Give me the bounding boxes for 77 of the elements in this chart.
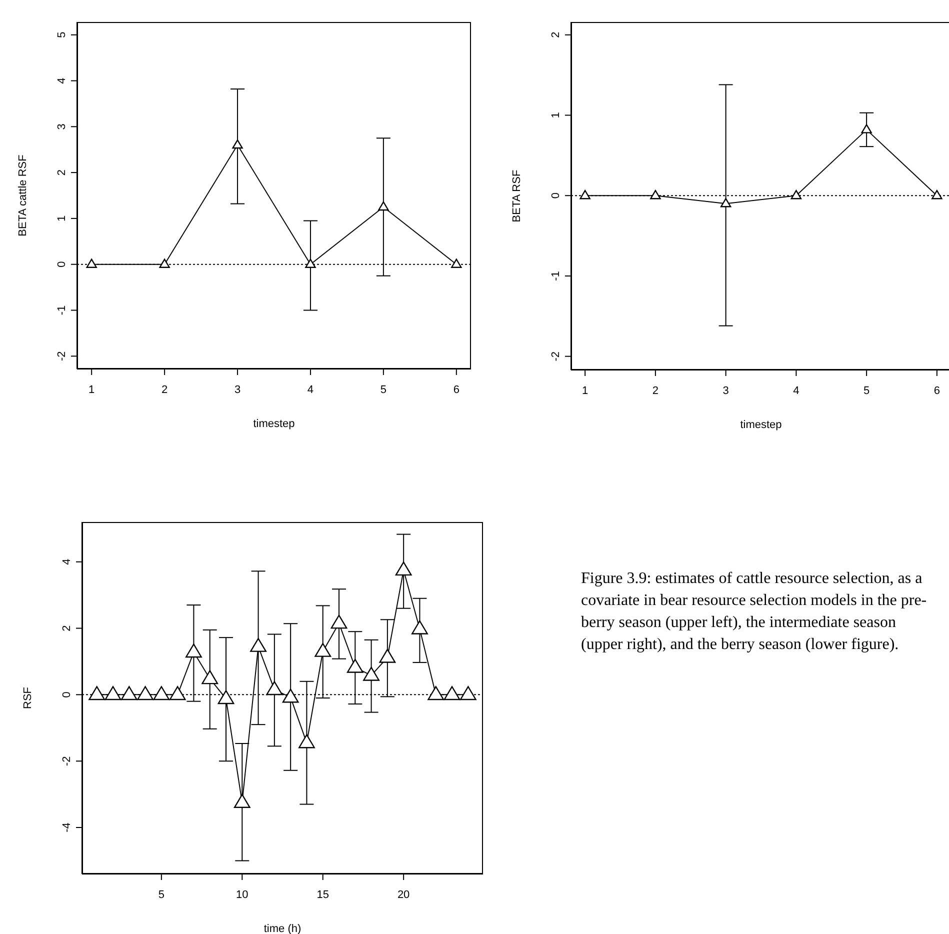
x-tick-label: 1 [88,384,95,396]
point [790,190,802,200]
caption: Figure 3.9: estimates of cattle resource selection, as a covariate in bear resource selection models in the pre-berry season (upper left), the intermediate season (upper right), and the berry season (lower figure). [581,569,928,655]
x-axis-title: timestep [253,418,295,430]
point [159,258,170,268]
y-tick-label: -4 [61,822,73,832]
point [460,686,476,700]
point [137,686,154,700]
x-tick-label: 3 [722,384,729,397]
point [395,562,412,576]
y-tick-label: -1 [550,271,562,281]
y-tick-label: 5 [56,32,68,38]
y-tick-label: 0 [56,261,68,268]
point [932,190,942,200]
y-axis-title: BETA RSF [510,170,523,222]
point [218,690,234,704]
y-tick-label: -1 [56,305,68,316]
point [330,614,348,629]
y-tick-label: 3 [56,124,68,130]
point [153,686,170,700]
point [202,670,218,684]
x-tick-label: 3 [234,384,241,396]
y-tick-label: 4 [56,78,68,84]
y-axis-title: RSF [22,686,34,709]
x-axis-title: timestep [740,419,782,431]
point [363,666,380,681]
y-tick-label: -2 [56,351,68,362]
point [305,258,316,268]
y-tick-label: 2 [56,169,68,176]
point [298,734,315,748]
point [120,686,138,700]
y-tick-label: 4 [61,558,73,565]
y-tick-label: -2 [61,756,73,766]
point [451,258,462,268]
x-tick-label: 5 [158,888,164,901]
point [234,794,250,808]
point [861,124,872,134]
x-tick-label: 15 [316,888,329,901]
point [86,258,97,268]
x-tick-label: 5 [380,384,387,396]
point [282,688,299,703]
point [346,658,364,673]
point [232,139,243,149]
x-tick-label: 6 [453,384,460,396]
point [650,190,661,200]
y-tick-label: 1 [56,215,68,222]
point [580,190,590,200]
x-tick-label: 2 [161,384,168,396]
point [378,201,389,211]
point [428,686,444,700]
point [412,620,428,634]
x-tick-label: 6 [934,384,940,397]
point [379,648,396,663]
point [266,681,283,696]
point [720,198,732,208]
x-tick-label: 1 [582,384,588,397]
y-tick-label: 0 [550,192,562,199]
y-axis-title: BETA cattle RSF [16,154,29,236]
x-tick-label: 5 [863,384,870,397]
point [186,644,202,658]
x-tick-label: 20 [397,888,410,901]
point [314,642,332,657]
y-tick-label: 1 [550,112,562,118]
x-tick-label: 4 [793,384,800,397]
point [104,686,122,700]
point [250,638,266,652]
x-tick-label: 2 [652,384,659,397]
x-tick-label: 4 [307,384,314,396]
x-tick-label: 10 [236,888,248,901]
point [88,686,106,700]
x-axis-title: time (h) [264,923,302,934]
y-tick-label: 0 [61,692,73,698]
point [169,686,186,700]
point [444,686,460,700]
y-tick-label: 2 [61,625,73,632]
y-tick-label: -2 [550,351,562,362]
y-tick-label: 2 [550,32,562,38]
